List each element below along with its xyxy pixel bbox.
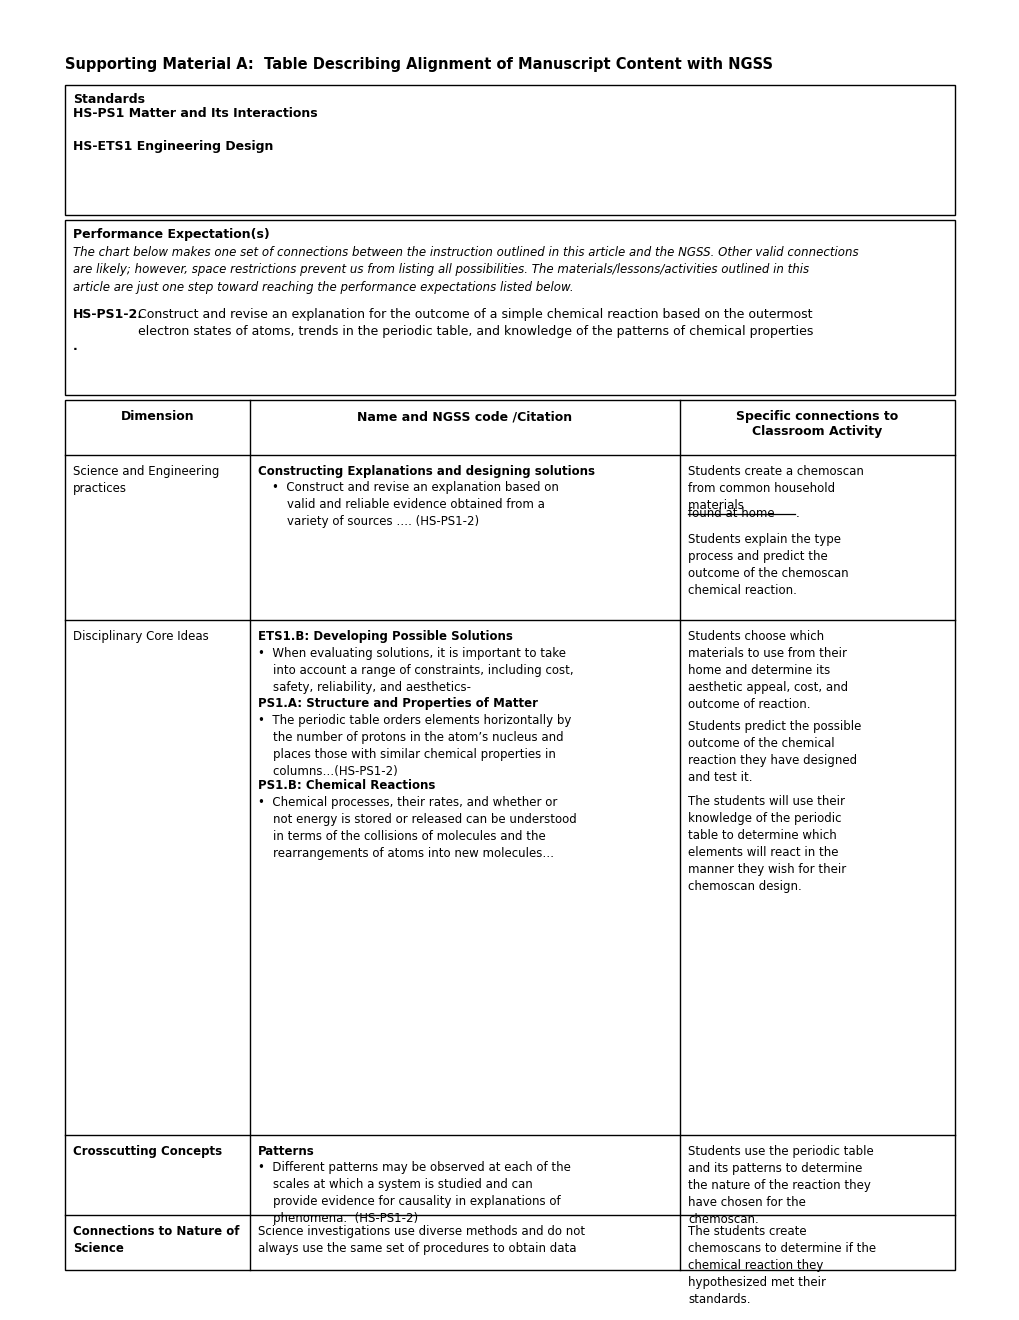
Text: PS1.B: Chemical Reactions: PS1.B: Chemical Reactions: [258, 779, 435, 792]
Bar: [65, 400, 954, 1270]
Text: .: .: [73, 341, 77, 352]
Text: Specific connections to: Specific connections to: [736, 411, 898, 422]
Text: Students predict the possible
outcome of the chemical
reaction they have designe: Students predict the possible outcome of…: [688, 719, 860, 784]
Text: HS-PS1 Matter and Its Interactions: HS-PS1 Matter and Its Interactions: [73, 107, 317, 120]
Text: ETS1.B: Developing Possible Solutions: ETS1.B: Developing Possible Solutions: [258, 630, 513, 643]
Text: Name and NGSS code /Citation: Name and NGSS code /Citation: [357, 411, 572, 422]
Text: Crosscutting Concepts: Crosscutting Concepts: [73, 1144, 222, 1158]
Text: •  The periodic table orders elements horizontally by
    the number of protons : • The periodic table orders elements hor…: [258, 714, 571, 777]
Bar: [65, 220, 954, 395]
Text: found at home: found at home: [688, 507, 773, 520]
Text: Classroom Activity: Classroom Activity: [752, 425, 881, 438]
Text: PS1.A: Structure and Properties of Matter: PS1.A: Structure and Properties of Matte…: [258, 697, 537, 710]
Text: Standards: Standards: [73, 92, 145, 106]
Text: Students explain the type
process and predict the
outcome of the chemoscan
chemi: Students explain the type process and pr…: [688, 533, 848, 597]
Bar: [65, 84, 954, 215]
Text: Dimension: Dimension: [120, 411, 195, 422]
Text: Science and Engineering
practices: Science and Engineering practices: [73, 465, 219, 495]
Text: Construct and revise an explanation for the outcome of a simple chemical reactio: Construct and revise an explanation for …: [138, 308, 812, 338]
Text: Students use the periodic table
and its patterns to determine
the nature of the : Students use the periodic table and its …: [688, 1144, 873, 1226]
Text: •  Different patterns may be observed at each of the
    scales at which a syste: • Different patterns may be observed at …: [258, 1162, 571, 1225]
Text: The students create
chemoscans to determine if the
chemical reaction they
hypoth: The students create chemoscans to determ…: [688, 1225, 875, 1305]
Text: HS-ETS1 Engineering Design: HS-ETS1 Engineering Design: [73, 140, 273, 153]
Text: Students create a chemoscan
from common household
materials: Students create a chemoscan from common …: [688, 465, 863, 512]
Text: Patterns: Patterns: [258, 1144, 315, 1158]
Text: Constructing Explanations and designing solutions: Constructing Explanations and designing …: [258, 465, 594, 478]
Text: .: .: [795, 507, 799, 520]
Text: Disciplinary Core Ideas: Disciplinary Core Ideas: [73, 630, 209, 643]
Text: Students choose which
materials to use from their
home and determine its
aesthet: Students choose which materials to use f…: [688, 630, 847, 711]
Text: The chart below makes one set of connections between the instruction outlined in: The chart below makes one set of connect…: [73, 246, 858, 294]
Text: •  When evaluating solutions, it is important to take
    into account a range o: • When evaluating solutions, it is impor…: [258, 647, 573, 694]
Text: Performance Expectation(s): Performance Expectation(s): [73, 228, 269, 242]
Text: •  Chemical processes, their rates, and whether or
    not energy is stored or r: • Chemical processes, their rates, and w…: [258, 796, 576, 861]
Text: Supporting Material A:  Table Describing Alignment of Manuscript Content with NG: Supporting Material A: Table Describing …: [65, 57, 772, 73]
Text: Science investigations use diverse methods and do not
always use the same set of: Science investigations use diverse metho…: [258, 1225, 585, 1255]
Text: Connections to Nature of
Science: Connections to Nature of Science: [73, 1225, 239, 1255]
Text: The students will use their
knowledge of the periodic
table to determine which
e: The students will use their knowledge of…: [688, 795, 846, 894]
Text: •  Construct and revise an explanation based on
    valid and reliable evidence : • Construct and revise an explanation ba…: [272, 480, 558, 528]
Text: HS-PS1-2.: HS-PS1-2.: [73, 308, 143, 321]
